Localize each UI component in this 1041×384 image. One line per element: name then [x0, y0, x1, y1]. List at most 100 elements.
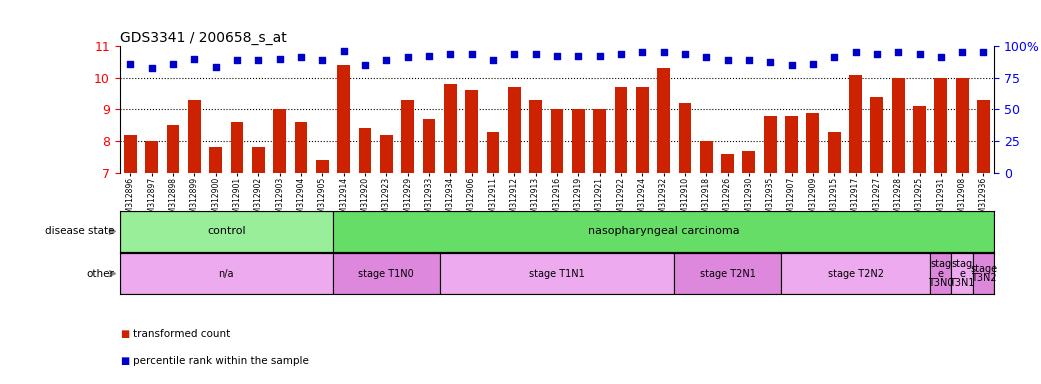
Bar: [892, 78, 905, 173]
Text: percentile rank within the sample: percentile rank within the sample: [133, 356, 309, 366]
Point: [847, 49, 864, 55]
Point: [144, 65, 160, 71]
Point: [911, 51, 928, 57]
Bar: [700, 141, 713, 173]
Bar: [913, 106, 925, 173]
Point: [954, 49, 970, 55]
Text: GDS3341 / 200658_s_at: GDS3341 / 200658_s_at: [120, 31, 286, 45]
Bar: [593, 109, 606, 173]
Point: [207, 64, 224, 70]
Bar: [333, 253, 439, 294]
Bar: [657, 68, 670, 173]
Bar: [870, 97, 883, 173]
Point: [272, 56, 288, 62]
Point: [421, 53, 437, 59]
Point: [762, 59, 779, 65]
Bar: [231, 122, 244, 173]
Bar: [252, 147, 264, 173]
Bar: [951, 253, 973, 294]
Point: [314, 57, 331, 63]
Point: [335, 48, 352, 54]
Point: [677, 51, 693, 57]
Bar: [401, 100, 414, 173]
Bar: [977, 100, 990, 173]
Text: control: control: [207, 226, 246, 237]
Bar: [956, 78, 968, 173]
Point: [293, 54, 309, 60]
Point: [719, 57, 736, 63]
Text: stage T1N0: stage T1N0: [358, 268, 414, 279]
Point: [975, 49, 992, 55]
Text: disease state: disease state: [45, 226, 115, 237]
Bar: [423, 119, 435, 173]
Bar: [358, 128, 372, 173]
Bar: [315, 160, 329, 173]
Text: n/a: n/a: [219, 268, 234, 279]
Bar: [931, 253, 951, 294]
Bar: [807, 113, 819, 173]
Bar: [120, 211, 333, 252]
Text: stage
T3N2: stage T3N2: [970, 264, 997, 283]
Point: [826, 54, 842, 60]
Text: stag
e
T3N0: stag e T3N0: [929, 260, 954, 288]
Point: [890, 49, 907, 55]
Bar: [274, 109, 286, 173]
Bar: [124, 135, 136, 173]
Bar: [188, 100, 201, 173]
Point: [805, 60, 821, 66]
Point: [697, 54, 714, 60]
Point: [569, 53, 586, 59]
Bar: [614, 87, 628, 173]
Point: [357, 62, 374, 68]
Point: [186, 56, 203, 62]
Bar: [380, 135, 392, 173]
Bar: [572, 109, 585, 173]
Point: [400, 54, 416, 60]
Bar: [849, 74, 862, 173]
Bar: [785, 116, 798, 173]
Bar: [209, 147, 222, 173]
Point: [250, 57, 266, 63]
Text: stage T1N1: stage T1N1: [529, 268, 585, 279]
Point: [506, 51, 523, 57]
Point: [740, 57, 757, 63]
Bar: [679, 103, 691, 173]
Bar: [120, 253, 333, 294]
Point: [783, 62, 799, 68]
Bar: [935, 78, 947, 173]
Point: [122, 60, 138, 66]
Point: [549, 53, 565, 59]
Bar: [146, 141, 158, 173]
Text: stage T2N1: stage T2N1: [700, 268, 756, 279]
Bar: [295, 122, 307, 173]
Bar: [636, 87, 649, 173]
Bar: [828, 132, 840, 173]
Point: [634, 49, 651, 55]
Point: [485, 57, 502, 63]
Bar: [529, 100, 542, 173]
Bar: [337, 65, 350, 173]
Point: [229, 57, 246, 63]
Text: nasopharyngeal carcinoma: nasopharyngeal carcinoma: [588, 226, 739, 237]
Bar: [721, 154, 734, 173]
Bar: [675, 253, 781, 294]
Point: [463, 51, 480, 57]
Bar: [742, 151, 756, 173]
Bar: [465, 91, 478, 173]
Text: stage T2N2: stage T2N2: [828, 268, 884, 279]
Bar: [439, 253, 675, 294]
Point: [933, 54, 949, 60]
Text: other: other: [86, 268, 115, 279]
Point: [612, 51, 629, 57]
Text: ■: ■: [120, 356, 129, 366]
Point: [378, 57, 395, 63]
Point: [868, 51, 885, 57]
Bar: [551, 109, 563, 173]
Text: ■: ■: [120, 329, 129, 339]
Bar: [333, 211, 994, 252]
Bar: [764, 116, 777, 173]
Bar: [508, 87, 520, 173]
Bar: [973, 253, 994, 294]
Point: [591, 53, 608, 59]
Text: transformed count: transformed count: [133, 329, 230, 339]
